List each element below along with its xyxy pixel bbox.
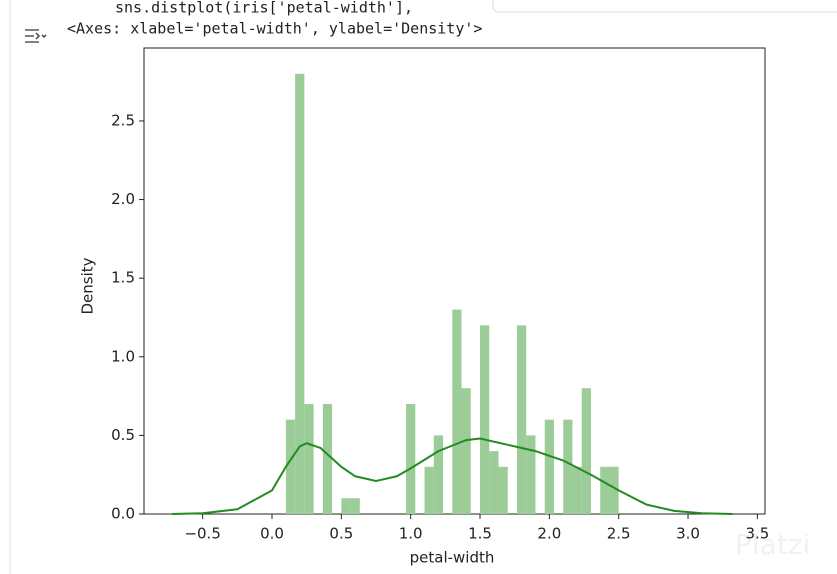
x-tick-label: 2.0 (537, 525, 561, 543)
histogram-bar (433, 435, 444, 514)
histogram-bar (341, 498, 351, 514)
histogram-bar (285, 419, 296, 514)
x-tick-label: 0.5 (329, 525, 353, 543)
x-tick-label: 1.5 (468, 525, 492, 543)
x-tick-label: 2.5 (607, 525, 631, 543)
kde-line (172, 437, 733, 515)
histogram-bar (544, 419, 554, 514)
histogram-bar (517, 325, 527, 514)
y-tick-label: 0.0 (111, 505, 135, 523)
x-tick-label: 3.0 (676, 525, 700, 543)
histogram-bar (581, 388, 591, 514)
cell-toolbar[interactable] (492, 0, 837, 13)
histogram-bar (452, 309, 462, 514)
code-line: sns.distplot(iris['petal-width'], (115, 0, 413, 17)
watermark: Platzi (735, 528, 810, 561)
histogram-bar (406, 403, 416, 514)
histogram-bar (480, 325, 490, 514)
y-axis-label: Density (79, 257, 97, 314)
x-tick-label: −0.5 (184, 525, 220, 543)
histogram-bar (526, 435, 536, 514)
x-axis-label: petal-width (410, 549, 495, 567)
x-tick-label: 1.0 (399, 525, 423, 543)
histogram-bar (461, 388, 471, 514)
histogram-bar (322, 403, 333, 514)
histogram-bar (304, 403, 314, 514)
output-toggle-icon[interactable] (25, 29, 47, 43)
histogram-bar (295, 73, 305, 515)
histogram-bar (609, 466, 619, 514)
y-tick-label: 2.5 (111, 111, 135, 129)
x-tick-label: 0.0 (260, 525, 284, 543)
histogram-bar (489, 451, 499, 514)
histogram-bar (424, 466, 434, 514)
histogram-bar (572, 466, 582, 514)
y-tick-label: 1.5 (111, 269, 135, 287)
y-tick-label: 2.0 (111, 190, 135, 208)
histogram-bar (563, 419, 573, 514)
histogram-bar (600, 466, 610, 514)
y-tick-label: 0.5 (111, 426, 135, 444)
histogram-bar (498, 466, 508, 514)
histogram-bar (350, 498, 360, 514)
x-tick-label: 3.5 (745, 525, 769, 543)
output-text: <Axes: xlabel='petal-width', ylabel='Den… (67, 20, 482, 38)
y-tick-label: 1.0 (111, 347, 135, 365)
